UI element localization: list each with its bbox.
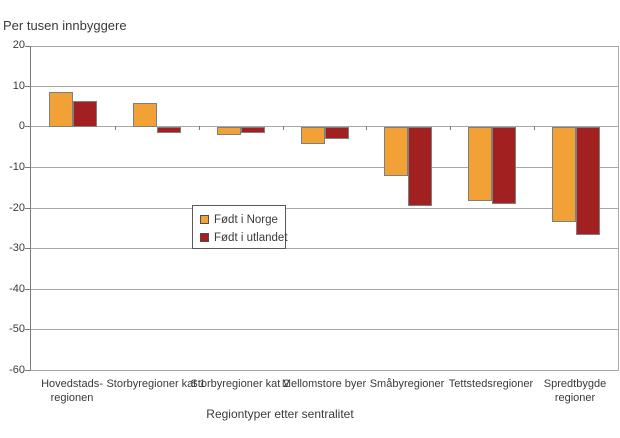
legend-label-1: Født i utlandet [214,231,288,244]
y-axis-tick [25,46,30,47]
x-axis-tick [115,126,116,130]
gridline-y-0 [31,126,618,127]
legend-label-0: Født i Norge [214,213,278,226]
category-label-4: Småbyregioner [369,378,445,390]
bar-f-dt-i-utlandet-5 [492,127,516,204]
y-axis-tick [25,248,30,249]
bar-f-dt-i-norge-3 [301,127,325,144]
bar-f-dt-i-norge-6 [552,127,576,222]
y-axis-tick [25,167,30,168]
plot-area [25,46,619,371]
gridline-y--30 [31,248,618,249]
bar-f-dt-i-utlandet-1 [157,127,181,133]
y-axis-tick [25,289,30,290]
bar-f-dt-i-norge-0 [49,92,73,127]
gridline-y--20 [31,208,618,209]
bar-f-dt-i-utlandet-0 [73,101,97,127]
bar-f-dt-i-utlandet-6 [576,127,600,235]
y-tick-label--10: -10 [9,161,25,173]
x-axis-title: Regiontyper etter sentralitet [206,407,354,421]
bar-f-dt-i-norge-1 [133,103,157,127]
y-tick-label--30: -30 [9,242,25,254]
x-axis-tick [199,126,200,130]
bar-f-dt-i-norge-4 [384,127,408,176]
x-axis-tick [366,126,367,130]
y-tick-label-10: 10 [12,80,25,92]
y-tick-label--60: -60 [9,364,25,376]
x-axis-tick [283,126,284,130]
y-axis-tick [25,126,30,127]
y-axis-tick [25,86,30,87]
category-label-6: Spredtbygde regioner [543,378,607,404]
legend: Født i Norge Født i utlandet [192,205,288,249]
category-label-0: Hovedstads-regionen [41,378,103,404]
gridline-y--50 [31,329,618,330]
y-tick-label--40: -40 [9,283,25,295]
y-tick-label-0: 0 [18,120,25,132]
y-tick-label-20: 20 [12,39,25,51]
category-label-5: Tettstedsregioner [448,378,534,390]
gridline-y--60 [31,370,618,371]
y-axis-tick [25,329,30,330]
legend-swatch-icon [200,215,209,224]
category-label-1: Storbyregioner kat 1 [106,378,206,390]
gridline-y-20 [31,46,618,47]
y-axis-tick-labels: 20 10 0 -10 -20 -30 -40 -50 -60 [0,39,25,376]
gridline-y--40 [31,289,618,290]
legend-swatch-icon [200,233,209,242]
x-axis-tick [450,126,451,130]
gridline-y--10 [31,167,618,168]
legend-item-1: Født i utlandet [200,229,288,246]
legend-item-0: Født i Norge [200,211,285,228]
bar-f-dt-i-norge-2 [217,127,241,135]
gridline-y-10 [31,86,618,87]
bar-f-dt-i-norge-5 [468,127,492,201]
y-tick-label--20: -20 [9,202,25,214]
category-label-3: Mellomstore byer [281,378,367,390]
bar-f-dt-i-utlandet-4 [408,127,432,206]
category-label-2: Storbyregioner kat 2 [190,378,290,390]
x-axis-tick [534,126,535,130]
chart-title: Per tusen innbyggere [3,18,127,33]
bar-f-dt-i-utlandet-2 [241,127,265,133]
y-tick-label--50: -50 [9,323,25,335]
y-axis-tick [25,208,30,209]
bar-f-dt-i-utlandet-3 [325,127,349,139]
y-axis-tick [25,370,30,371]
